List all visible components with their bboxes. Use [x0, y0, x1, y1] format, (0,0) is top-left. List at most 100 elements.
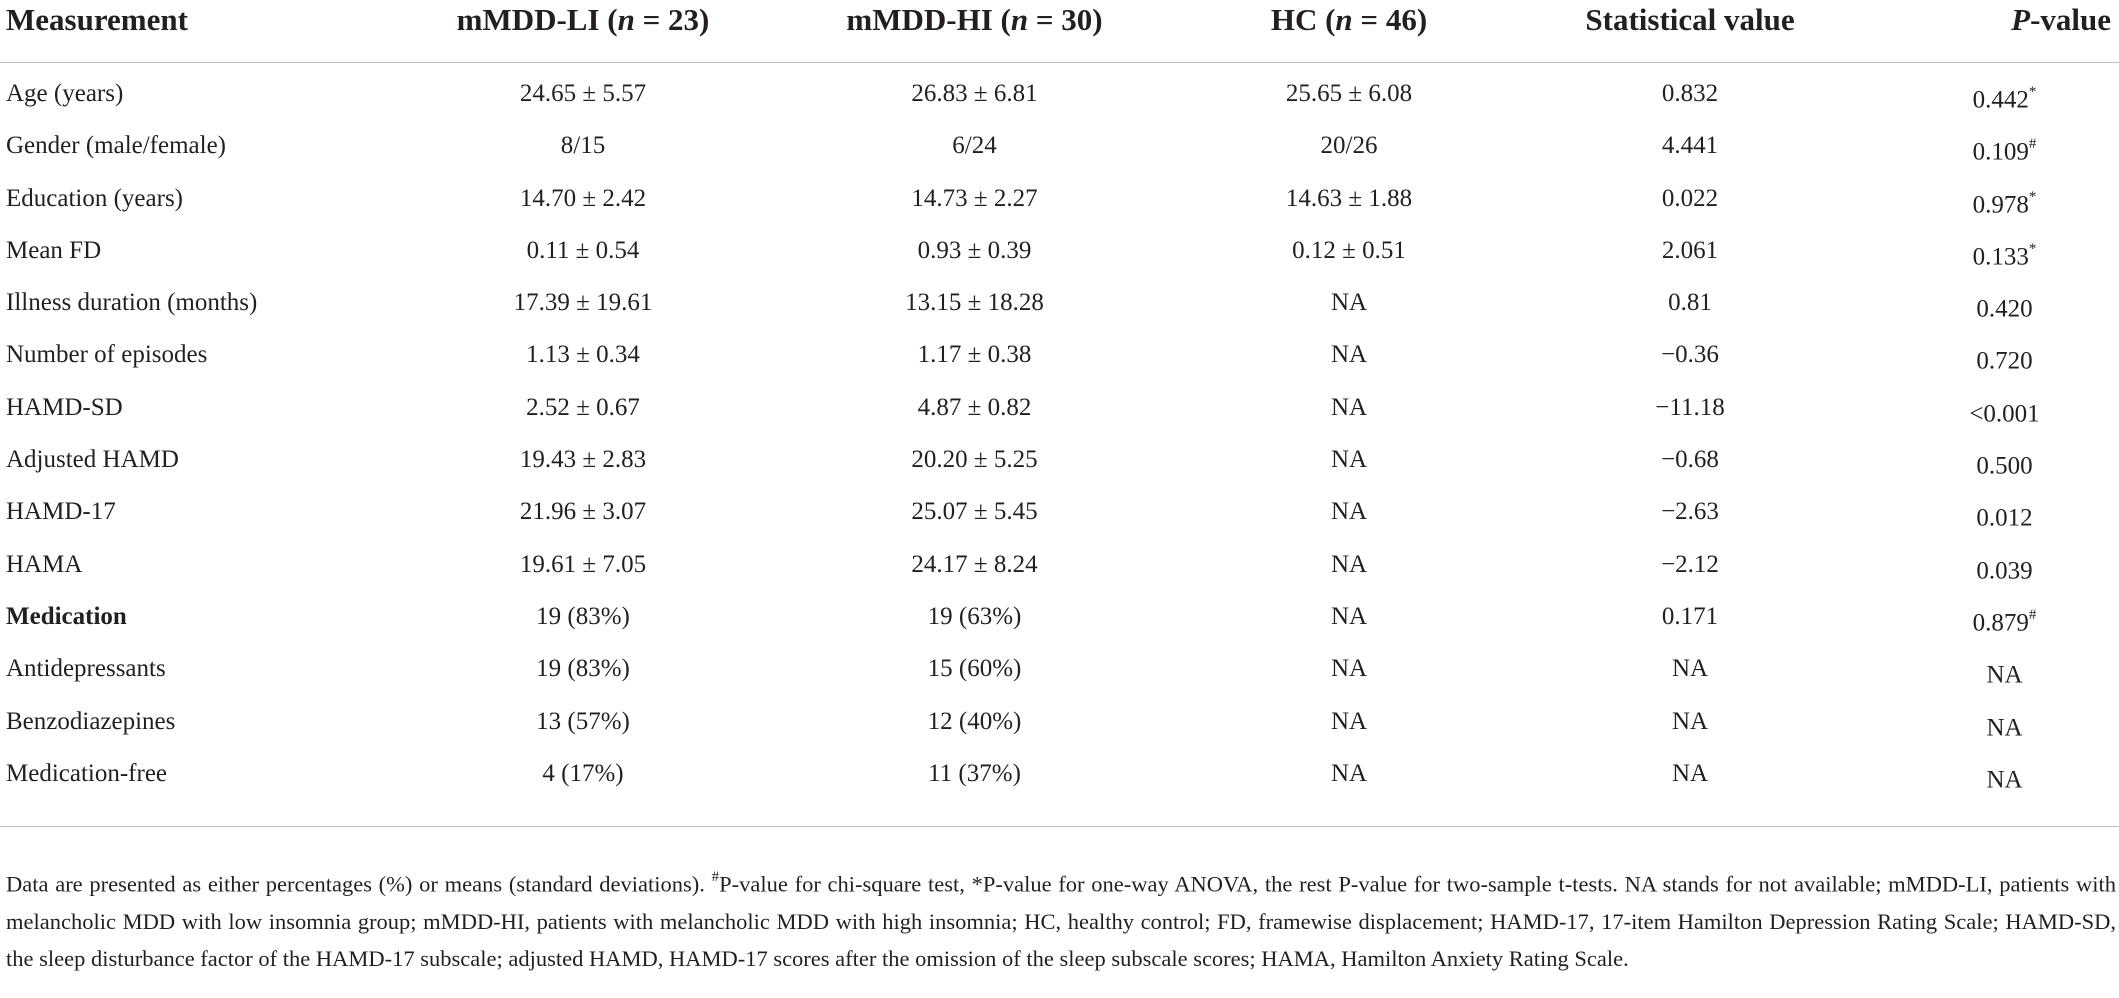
row-label: Medication — [6, 602, 127, 630]
cell-hc: 14.63 ± 1.88 — [1285, 184, 1413, 212]
cell-mmdd-hi: 4.87 ± 0.82 — [917, 393, 1032, 421]
row-label: Gender (male/female) — [6, 132, 227, 160]
row-label: Illness duration (months) — [6, 289, 258, 317]
cell-mmdd-li: 17.39 ± 19.61 — [513, 289, 653, 317]
cell-hc: 20/26 — [1320, 132, 1378, 160]
row-label: HAMD-SD — [6, 393, 123, 421]
cell-p-value: 0.420 — [1976, 295, 2033, 323]
table-row: HAMD-17 21.96 ± 3.07 25.07 ± 5.45 NA −2.63 0.… — [0, 495, 2119, 547]
table-row: Antidepressants 19 (83%) 15 (60%) NA NA NA — [0, 652, 2119, 704]
cell-p-value: 0.109# — [1972, 136, 2037, 166]
table-row: Gender (male/female) 8/15 6/24 20/26 4.441 0.… — [0, 129, 2119, 181]
cell-hc: NA — [1330, 602, 1368, 630]
cell-mmdd-hi: 15 (60%) — [927, 655, 1022, 683]
header-statistical-value: Statistical value — [1585, 2, 1795, 37]
cell-mmdd-hi: 1.17 ± 0.38 — [917, 341, 1032, 369]
table-row: HAMD-SD 2.52 ± 0.67 4.87 ± 0.82 NA −11.18 <0.… — [0, 391, 2119, 443]
cell-mmdd-hi: 13.15 ± 18.28 — [905, 289, 1044, 317]
cell-p-value: NA — [1986, 713, 2023, 741]
cell-hc: NA — [1330, 707, 1368, 735]
p-value-mark: * — [2028, 240, 2037, 257]
row-label: Antidepressants — [6, 655, 166, 683]
header-mmdd-li: mMDD-LI (n = 23) — [456, 2, 710, 37]
cell-mmdd-hi: 12 (40%) — [927, 707, 1022, 735]
table-row: Education (years) 14.70 ± 2.42 14.73 ± 2.2… — [0, 182, 2119, 234]
cell-mmdd-li: 1.13 ± 0.34 — [526, 341, 640, 369]
cell-statistical-value: NA — [1671, 759, 1709, 787]
row-label: Medication-free — [6, 759, 168, 787]
cell-mmdd-li: 4 (17%) — [542, 759, 624, 787]
table-footnote: Data are presented as either percentages… — [6, 869, 2116, 971]
demographics-table: Measurement mMDD-LI (n = 23) mMDD-HI (n … — [0, 0, 2119, 809]
cell-statistical-value: 2.061 — [1661, 236, 1719, 264]
cell-statistical-value: NA — [1671, 655, 1709, 683]
cell-mmdd-li: 19 (83%) — [536, 655, 630, 683]
header-row: Measurement mMDD-LI (n = 23) mMDD-HI (n … — [0, 0, 2119, 44]
cell-hc: NA — [1330, 759, 1368, 787]
p-value-mark: # — [2028, 136, 2037, 153]
header-hc: HC (n = 46) — [1270, 2, 1428, 37]
cell-mmdd-hi: 0.93 ± 0.39 — [917, 236, 1032, 264]
cell-hc: NA — [1330, 393, 1368, 421]
table-row: HAMA 19.61 ± 7.05 24.17 ± 8.24 NA −2.12 0.039 — [0, 548, 2119, 600]
cell-p-value: 0.012 — [1976, 504, 2033, 532]
cell-mmdd-li: 13 (57%) — [536, 707, 630, 735]
p-value-mark: * — [2028, 84, 2037, 100]
cell-statistical-value: NA — [1671, 707, 1709, 735]
cell-mmdd-li: 0.11 ± 0.54 — [526, 236, 640, 264]
table-row: Age (years) 24.65 ± 5.57 26.83 ± 6.81 25.65… — [0, 77, 2119, 129]
cell-mmdd-hi: 11 (37%) — [928, 759, 1021, 787]
cell-statistical-value: −2.12 — [1661, 550, 1719, 578]
p-value-mark: * — [2028, 188, 2037, 205]
cell-mmdd-li: 2.52 ± 0.67 — [526, 393, 640, 421]
cell-hc: NA — [1330, 550, 1368, 578]
table-row: Illness duration (months) 17.39 ± 19.61 13… — [0, 286, 2119, 338]
cell-mmdd-hi: 19 (63%) — [927, 602, 1022, 630]
cell-hc: 0.12 ± 0.51 — [1292, 236, 1406, 264]
cell-p-value: 0.500 — [1976, 452, 2033, 480]
header-measurement: Measurement — [6, 2, 188, 37]
row-label: Education (years) — [6, 184, 184, 212]
cell-mmdd-hi: 14.73 ± 2.27 — [911, 184, 1038, 212]
cell-p-value: 0.978* — [1972, 188, 2037, 218]
table-row: Adjusted HAMD 19.43 ± 2.83 20.20 ± 5.25 NA −… — [0, 443, 2119, 495]
row-label: HAMA — [6, 550, 83, 578]
cell-statistical-value: 0.171 — [1661, 602, 1719, 630]
cell-statistical-value: −0.68 — [1661, 446, 1719, 474]
cell-mmdd-li: 8/15 — [560, 132, 606, 160]
row-label: Benzodiazepines — [6, 707, 176, 735]
row-label: Adjusted HAMD — [6, 446, 179, 474]
cell-mmdd-hi: 25.07 ± 5.45 — [911, 498, 1038, 526]
table-row: Medication-free 4 (17%) 11 (37%) NA NA NA — [0, 757, 2119, 809]
row-label: Age (years) — [6, 80, 124, 107]
cell-statistical-value: 0.81 — [1668, 289, 1712, 317]
cell-p-value: 0.879# — [1972, 606, 2037, 637]
p-value-mark: # — [2028, 606, 2037, 623]
cell-p-value: NA — [1986, 766, 2023, 794]
cell-hc: NA — [1330, 446, 1368, 474]
cell-mmdd-hi: 20.20 ± 5.25 — [911, 446, 1038, 474]
cell-p-value: NA — [1986, 661, 2023, 689]
cell-hc: NA — [1330, 655, 1368, 683]
cell-p-value: 0.133* — [1972, 240, 2037, 271]
cell-statistical-value: −2.63 — [1661, 498, 1719, 526]
cell-mmdd-li: 19.61 ± 7.05 — [519, 550, 647, 578]
cell-hc: 25.65 ± 6.08 — [1285, 80, 1413, 107]
row-label: Mean FD — [6, 236, 102, 264]
cell-p-value: 0.039 — [1976, 557, 2033, 584]
cell-mmdd-li: 14.70 ± 2.42 — [519, 184, 647, 212]
cell-hc: NA — [1330, 341, 1368, 369]
cell-statistical-value: 0.022 — [1661, 184, 1719, 212]
cell-p-value: 0.720 — [1976, 347, 2033, 375]
table-row: Mean FD 0.11 ± 0.54 0.93 ± 0.39 0.12 ± 0.51… — [0, 234, 2119, 286]
header-mmdd-hi: mMDD-HI (n = 30) — [846, 2, 1103, 37]
cell-mmdd-hi: 24.17 ± 8.24 — [911, 550, 1038, 578]
cell-mmdd-li: 19.43 ± 2.83 — [519, 446, 647, 474]
cell-p-value: 0.442* — [1972, 84, 2037, 114]
cell-statistical-value: −0.36 — [1661, 341, 1719, 369]
header-rule — [0, 44, 2119, 63]
cell-hc: NA — [1330, 498, 1368, 526]
cell-mmdd-li: 19 (83%) — [536, 602, 630, 630]
table-row: Medication 19 (83%) 19 (63%) NA 0.171 0.879# — [0, 600, 2119, 652]
cell-statistical-value: 0.832 — [1661, 80, 1719, 107]
